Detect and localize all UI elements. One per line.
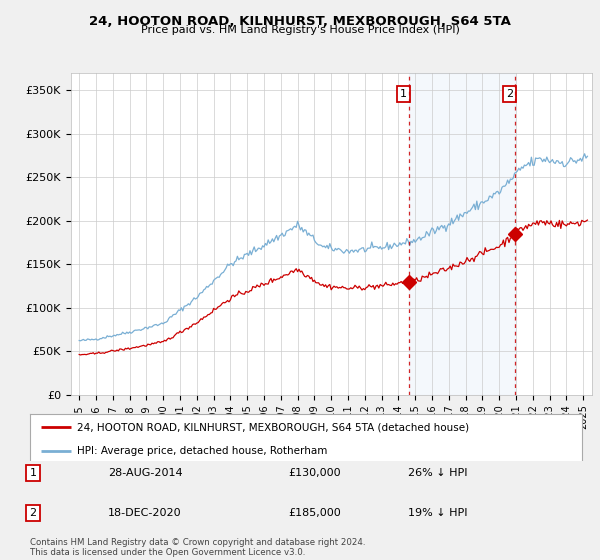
Text: £130,000: £130,000 [288,468,341,478]
Text: 19% ↓ HPI: 19% ↓ HPI [408,508,467,518]
Text: 28-AUG-2014: 28-AUG-2014 [108,468,182,478]
Bar [409,73,515,395]
Text: 24, HOOTON ROAD, KILNHURST, MEXBOROUGH, S64 5TA (detached house): 24, HOOTON ROAD, KILNHURST, MEXBOROUGH, … [77,422,469,432]
Text: Contains HM Land Registry data © Crown copyright and database right 2024.
This d: Contains HM Land Registry data © Crown c… [30,538,365,557]
Text: £185,000: £185,000 [288,508,341,518]
Text: 2: 2 [29,508,37,518]
Text: 18-DEC-2020: 18-DEC-2020 [108,508,182,518]
Text: 2: 2 [506,88,513,99]
Text: 1: 1 [29,468,37,478]
Text: 1: 1 [400,88,407,99]
Text: 24, HOOTON ROAD, KILNHURST, MEXBOROUGH, S64 5TA: 24, HOOTON ROAD, KILNHURST, MEXBOROUGH, … [89,15,511,27]
Text: Price paid vs. HM Land Registry's House Price Index (HPI): Price paid vs. HM Land Registry's House … [140,25,460,35]
Text: 26% ↓ HPI: 26% ↓ HPI [408,468,467,478]
Text: HPI: Average price, detached house, Rotherham: HPI: Average price, detached house, Roth… [77,446,327,456]
